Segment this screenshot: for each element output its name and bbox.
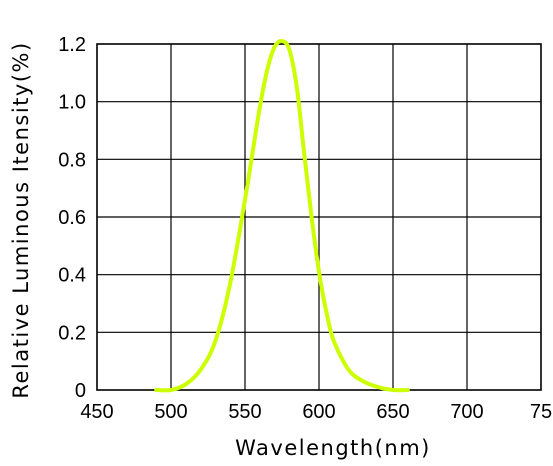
x-tick-label: 600 <box>302 401 335 423</box>
y-tick-label: 1.2 <box>58 34 86 56</box>
series-line <box>154 39 410 393</box>
x-tick-label: 550 <box>228 401 261 423</box>
y-tick-label: 1.0 <box>58 92 86 114</box>
x-tick-label: 450 <box>80 401 113 423</box>
plot-frame <box>96 43 542 391</box>
x-tick-label: 700 <box>450 401 483 423</box>
y-tick-label: 0.6 <box>58 207 86 229</box>
x-tick-label: 500 <box>154 401 187 423</box>
x-tick-label: 75 <box>530 401 552 423</box>
grid <box>97 44 541 390</box>
series-layer <box>154 39 410 393</box>
x-tick-label: 650 <box>376 401 409 423</box>
y-axis-label: Relative Luminous Itensity(%) <box>9 41 33 398</box>
y-tick-label: 0.2 <box>58 322 86 344</box>
y-tick-label: 0.8 <box>58 149 86 171</box>
x-tick-labels: 450 500 550 600 650 700 75 <box>80 401 552 423</box>
x-axis-label: Wavelength(nm) <box>235 436 431 460</box>
y-tick-label: 0 <box>75 380 86 402</box>
y-tick-label: 0.4 <box>58 265 86 287</box>
y-tick-labels: 0 0.2 0.4 0.6 0.8 1.0 1.2 <box>58 34 86 402</box>
